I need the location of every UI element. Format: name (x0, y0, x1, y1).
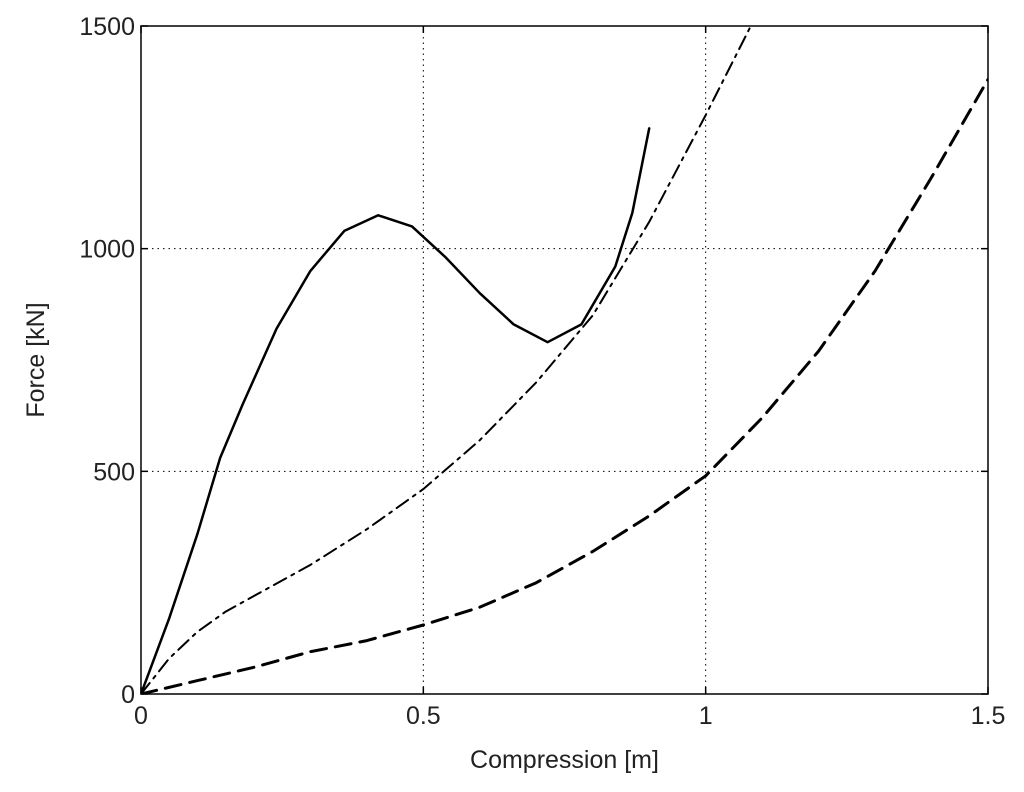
y-axis-label: Force [kN] (22, 302, 50, 417)
y-tick-label: 1500 (79, 13, 135, 41)
x-tick-label: 0.5 (406, 702, 441, 730)
x-axis-label: Compression [m] (470, 746, 659, 774)
series-group (141, 26, 988, 694)
ticks (140, 25, 989, 695)
series-line-dashed (141, 77, 988, 694)
x-tick-labels: 0 0.5 1 1.5 (134, 702, 1005, 730)
y-tick-label: 500 (93, 458, 135, 486)
y-tick-labels: 0 500 1000 1500 (79, 13, 135, 709)
y-tick-label: 0 (121, 681, 135, 709)
series-line-dash-dot (141, 26, 752, 694)
x-tick-label: 0 (134, 702, 148, 730)
grid-lines (141, 26, 988, 694)
x-tick-label: 1 (699, 702, 713, 730)
series-line-solid (141, 127, 651, 694)
x-tick-label: 1.5 (971, 702, 1006, 730)
y-tick-label: 1000 (79, 236, 135, 264)
plot-frame (140, 25, 989, 695)
